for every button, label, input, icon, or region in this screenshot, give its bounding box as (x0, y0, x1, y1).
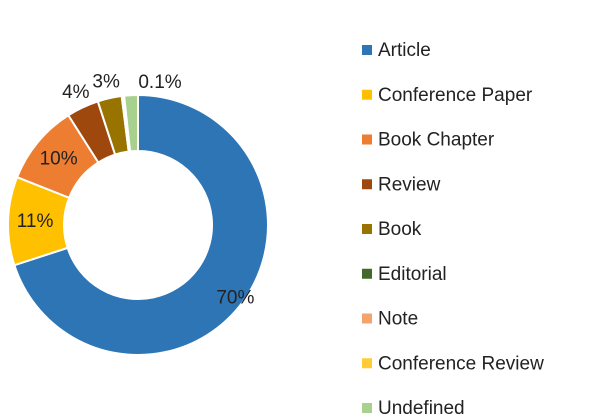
legend-label: Conference Review (378, 353, 544, 374)
data-label: 11% (17, 211, 54, 232)
legend-label: Book Chapter (378, 130, 495, 151)
data-label: 10% (40, 148, 78, 169)
legend-label: Note (378, 309, 418, 330)
slice (13, 93, 269, 356)
data-label: 4% (62, 82, 90, 103)
legend-label: Review (378, 174, 441, 195)
legend-swatch (362, 358, 372, 369)
legend-label: Editorial (378, 264, 447, 285)
legend-swatch (362, 45, 372, 55)
legend-label: Book (378, 219, 422, 240)
slice (123, 93, 139, 153)
legend-label: Conference Paper (378, 85, 533, 106)
legend-label: Undefined (378, 398, 465, 417)
legend-swatch (362, 134, 372, 145)
legend-swatch (362, 179, 372, 190)
legend-swatch (362, 268, 372, 279)
legend-swatch (362, 224, 372, 234)
data-label: 3% (92, 72, 120, 93)
data-label: 70% (216, 287, 254, 308)
legend-label: Article (378, 40, 431, 61)
legend-swatch (362, 403, 372, 413)
legend-swatch (362, 313, 372, 324)
data-label: 0.1% (138, 72, 181, 93)
legend-swatch (362, 89, 372, 100)
